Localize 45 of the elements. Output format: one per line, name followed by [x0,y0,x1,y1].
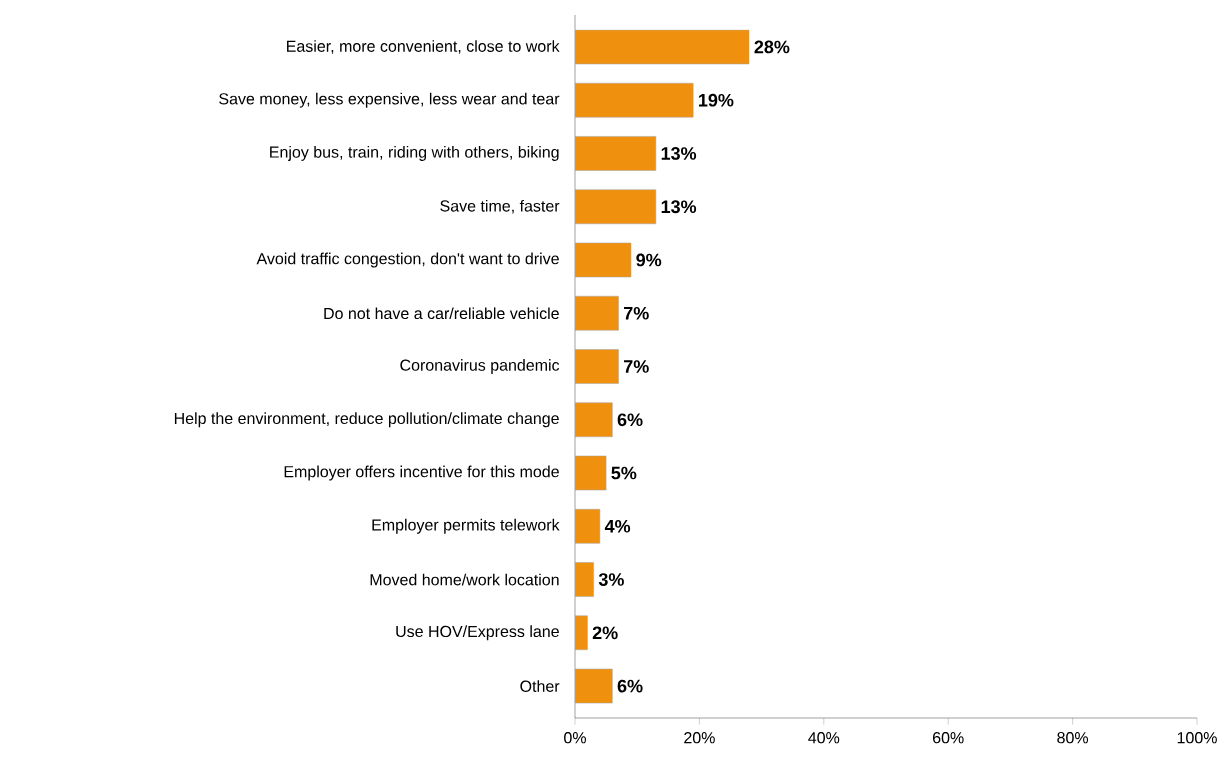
bar [575,82,694,118]
data-label: 2% [592,626,618,640]
bar [575,668,613,704]
y-tick-label: Easier, more convenient, close to work [287,40,560,54]
x-tick-label: 0% [564,732,586,744]
data-label: 7% [624,306,649,320]
y-tick-label: Avoid traffic congestion, don't want to drive [256,252,559,268]
y-tick-label: Use HOV/Express lane [396,625,559,641]
bar [575,508,601,544]
data-label: 9% [636,253,662,267]
y-tick-label: Coronavirus pandemic [400,359,560,374]
data-label: 6% [617,679,643,693]
data-label: 13% [661,147,697,160]
data-label: 3% [598,573,624,586]
bar [575,455,607,491]
data-label: 5% [611,466,637,480]
y-tick-label: Save money, less expensive, less wear and tear [219,92,560,108]
data-label: 4% [604,519,631,533]
bar [575,349,619,384]
data-label: 19% [699,93,734,107]
y-tick-label: Enjoy bus, train, riding with others, biking [270,146,559,161]
y-tick-label: Employer offers incentive for this mode [284,465,559,481]
data-label: 6% [617,413,643,427]
y-tick-label: Do not have a car/reliable vehicle [324,307,559,320]
y-tick-label: Moved home/work location [370,573,559,586]
bar [575,189,657,225]
bar [575,242,632,278]
y-tick-label: Other [520,680,560,692]
bar [575,402,613,438]
x-tick-label: 40% [808,732,840,744]
data-label: 7% [624,360,649,373]
bar [575,295,619,331]
y-tick-label: Save time, faster [440,199,560,214]
bar [575,29,750,65]
bar [575,562,594,597]
y-tick-label: Employer permits telework [372,518,560,534]
y-tick-label: Help the environment, reduce pollution/climate change [174,412,559,428]
data-label: 28% [754,40,790,54]
x-tick-label: 20% [684,732,715,744]
x-tick-label: 100% [1177,732,1217,744]
bar [575,136,657,171]
x-tick-label: 80% [1057,732,1089,744]
x-tick-label: 60% [933,732,964,744]
bar [575,615,588,651]
data-label: 13% [661,200,697,214]
